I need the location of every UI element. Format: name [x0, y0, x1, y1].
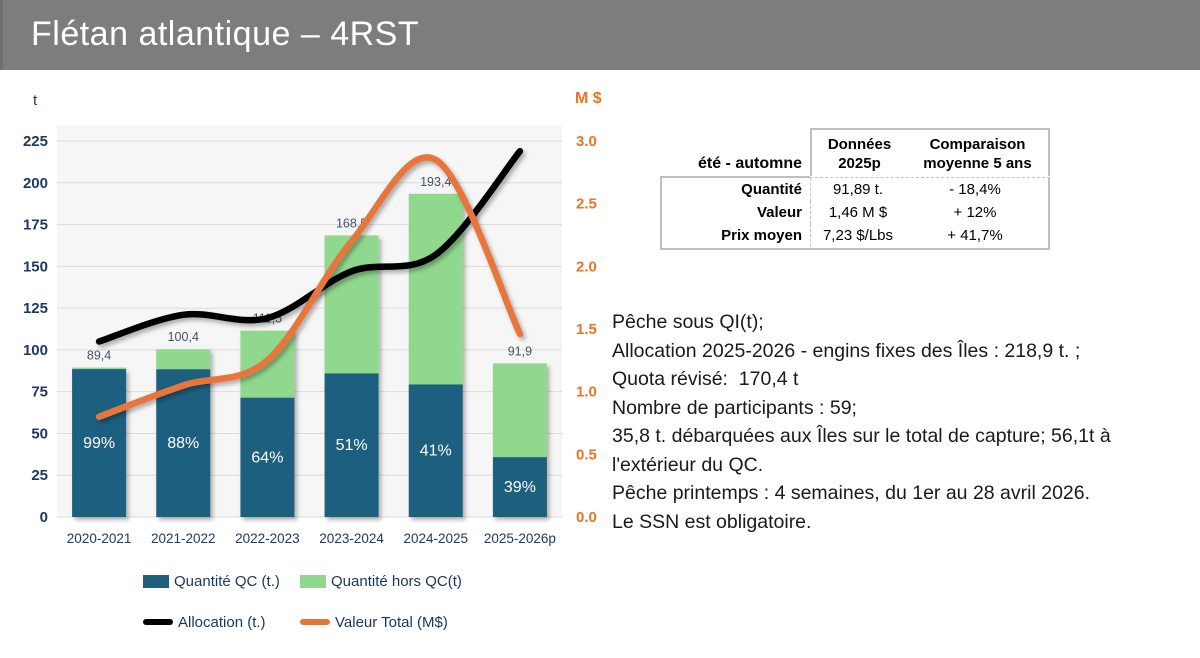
legend-swatch-allocation: [143, 619, 173, 625]
row-label: Valeur: [756, 204, 802, 221]
table-corner-label: été - automne: [697, 155, 802, 172]
svg-text:175: 175: [23, 217, 48, 234]
table-row: Quantité 91,89 t. - 18,4%: [662, 178, 1048, 201]
table-header-row: Données 2025p Comparaison moyenne 5 ans: [810, 128, 1050, 176]
svg-text:99%: 99%: [83, 435, 115, 452]
combo-chart: 0 25 50 75 100 125 150 175 200 225 0.0 0.5 1.0 1.5 2.0…: [23, 90, 602, 546]
row-label: Quantité: [741, 181, 802, 198]
svg-text:100: 100: [23, 342, 48, 359]
table-row: Prix moyen 7,23 $/Lbs + 41,7%: [662, 224, 1048, 247]
table-col-header-donnees: Données 2025p: [827, 136, 892, 172]
svg-text:89,4: 89,4: [87, 349, 111, 363]
svg-text:2024-2025: 2024-2025: [403, 531, 468, 546]
row-value: 7,23 $/Lbs: [810, 224, 905, 247]
note-line: 35,8 t. débarquées aux Îles sur le total…: [612, 425, 1117, 476]
legend-label: Quantité hors QC(t): [331, 572, 462, 590]
notes-block: Pêche sous QI(t); Allocation 2025-2026 -…: [612, 308, 1197, 536]
svg-text:3.0: 3.0: [576, 133, 597, 150]
svg-text:2.0: 2.0: [576, 258, 597, 275]
svg-text:2022-2023: 2022-2023: [235, 531, 300, 546]
page-title: Flétan atlantique – 4RST: [31, 15, 420, 53]
svg-text:25: 25: [31, 467, 48, 484]
legend-item-quantite-qc: Quantité QC (t.): [143, 572, 280, 590]
svg-text:2.5: 2.5: [576, 196, 597, 213]
note-line: Pêche printemps : 4 semaines, du 1er au …: [612, 482, 1091, 504]
legend-swatch-quantite-hors-qc: [300, 574, 326, 588]
table-row: Valeur 1,46 M $ + 12%: [662, 201, 1048, 224]
svg-text:1.0: 1.0: [576, 384, 597, 401]
svg-text:150: 150: [23, 258, 48, 275]
svg-text:2020-2021: 2020-2021: [67, 531, 132, 546]
row-comparison: + 41,7%: [947, 227, 1003, 244]
chart-section: 0 25 50 75 100 125 150 175 200 225 0.0 0.5 1.0 1.5 2.0…: [10, 85, 630, 650]
svg-text:88%: 88%: [167, 435, 199, 452]
slide-title-bar: Flétan atlantique – 4RST: [0, 0, 1200, 70]
svg-text:1.5: 1.5: [576, 321, 597, 338]
svg-text:91,9: 91,9: [508, 344, 532, 358]
note-line: Quota révisé: 170,4 t: [612, 368, 799, 390]
legend-swatch-valeur-total: [300, 619, 330, 625]
svg-text:100,4: 100,4: [168, 330, 199, 344]
svg-text:64%: 64%: [251, 449, 283, 466]
table-col-header-comparaison: Comparaison moyenne 5 ans: [923, 136, 1032, 172]
svg-text:225: 225: [23, 133, 48, 150]
row-label: Prix moyen: [721, 227, 802, 244]
legend-item-allocation: Allocation (t.): [143, 613, 266, 631]
note-line: Nombre de participants : 59;: [612, 396, 857, 419]
svg-text:200: 200: [23, 175, 48, 192]
row-value: 91,89 t.: [810, 178, 905, 201]
svg-text:193,4: 193,4: [420, 175, 451, 189]
row-comparison: - 18,4%: [949, 181, 1001, 198]
svg-text:0.0: 0.0: [576, 509, 597, 526]
svg-text:0: 0: [40, 509, 48, 526]
legend-label: Quantité QC (t.): [174, 572, 280, 590]
svg-text:2021-2022: 2021-2022: [151, 531, 216, 546]
row-value: 1,46 M $: [810, 201, 905, 224]
svg-text:2023-2024: 2023-2024: [319, 531, 384, 546]
svg-text:M $: M $: [575, 90, 602, 107]
legend-swatch-quantite-qc: [143, 574, 169, 588]
svg-text:t: t: [33, 92, 38, 109]
note-line: Allocation 2025-2026 - engins fixes des …: [612, 339, 1081, 362]
row-comparison: + 12%: [953, 204, 997, 221]
note-line: Le SSN est obligatoire.: [612, 510, 812, 533]
svg-text:51%: 51%: [336, 437, 368, 454]
note-line: Pêche sous QI(t);: [612, 311, 764, 333]
legend-item-quantite-hors-qc: Quantité hors QC(t): [300, 572, 462, 590]
table-dashed-separator: [810, 177, 1050, 178]
legend-item-valeur-total: Valeur Total (M$): [300, 613, 448, 631]
legend-label: Valeur Total (M$): [335, 613, 448, 631]
table-border-segment: [660, 176, 810, 178]
svg-text:2025-2026p: 2025-2026p: [484, 531, 556, 546]
legend-label: Allocation (t.): [178, 613, 266, 631]
svg-text:0.5: 0.5: [576, 446, 597, 463]
table-body: Quantité 91,89 t. - 18,4% Valeur 1,46 M …: [660, 178, 1050, 250]
svg-text:50: 50: [31, 425, 48, 442]
svg-text:125: 125: [23, 300, 48, 317]
svg-text:75: 75: [31, 384, 48, 401]
summary-table: été - automne Données 2025p Comparaison …: [660, 128, 1050, 250]
svg-text:41%: 41%: [420, 443, 452, 460]
svg-text:39%: 39%: [504, 479, 536, 496]
